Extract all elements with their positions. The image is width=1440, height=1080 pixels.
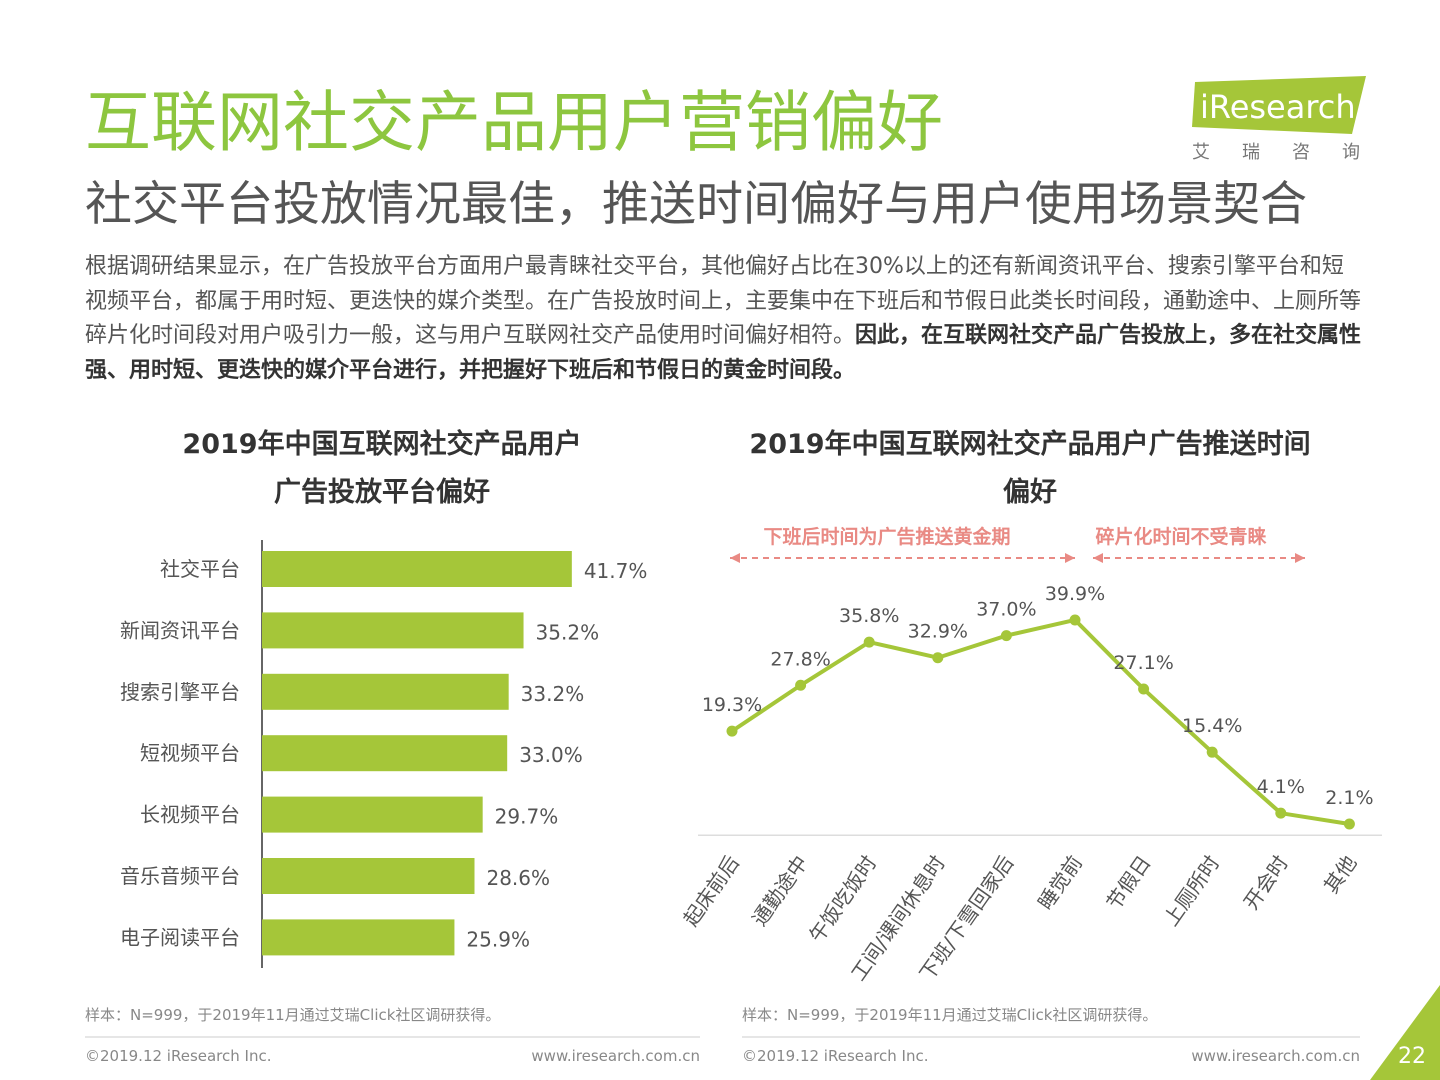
value-label: 29.7% (495, 805, 559, 829)
value-label: 35.2% (536, 620, 600, 644)
category-label: 睡觉前 (1033, 851, 1087, 914)
arrow-head (730, 553, 1075, 563)
value-label: 15.4% (1182, 715, 1242, 737)
copyright: ©2019.12 iResearch Inc. (742, 1047, 928, 1065)
category-label: 通勤途中 (747, 851, 813, 930)
category-label: 午饭吃饭时 (804, 851, 881, 947)
point (1206, 746, 1218, 758)
point (726, 725, 738, 737)
logo-sub: 艾瑞咨询 (1192, 142, 1392, 163)
bar (262, 673, 509, 710)
point (1138, 683, 1150, 695)
page-number: 22 (1398, 1044, 1426, 1069)
category-label: 新闻资讯平台 (120, 618, 240, 642)
value-label: 2.1% (1325, 787, 1373, 809)
category-label: 节假日 (1102, 851, 1156, 914)
category-label: 长视频平台 (140, 803, 240, 827)
website: www.iresearch.com.cn (1191, 1047, 1360, 1065)
website: www.iresearch.com.cn (531, 1047, 700, 1065)
value-label: 25.9% (466, 927, 530, 951)
value-label: 39.9% (1045, 583, 1105, 605)
value-label: 37.0% (976, 599, 1036, 621)
copyright: ©2019.12 iResearch Inc. (85, 1047, 271, 1065)
category-label: 社交平台 (160, 557, 240, 581)
point (795, 679, 807, 691)
line (730, 617, 1350, 826)
category-label: 短视频平台 (140, 741, 240, 765)
value-label: 41.7% (584, 559, 648, 583)
point (863, 636, 875, 648)
source-note: 样本：N=999，于2019年11月通过艾瑞Click社区调研获得。 (742, 1006, 1157, 1024)
bar (262, 735, 508, 772)
category-label: 搜索引擎平台 (120, 680, 240, 704)
category-label: 电子阅读平台 (120, 925, 240, 949)
point (1000, 630, 1012, 642)
category-label: 上厕所时 (1159, 851, 1225, 930)
value-label: 19.3% (702, 694, 762, 716)
point (1069, 614, 1081, 626)
chart-title: 2019年中国互联网社交产品用户广告推送时间 (749, 428, 1310, 460)
value-label: 32.9% (908, 621, 968, 643)
bar (262, 612, 524, 649)
bar (262, 858, 475, 894)
page-title: 互联网社交产品用户营销偏好 (85, 84, 943, 161)
logo-shape (1192, 76, 1366, 134)
annotation: 下班后时间为广告推送黄金期 (763, 525, 1010, 548)
annotation: 碎片化时间不受青睐 (1095, 525, 1266, 548)
chart-title: 偏好 (1003, 477, 1057, 508)
point (1343, 818, 1355, 830)
value-label: 28.6% (486, 866, 550, 890)
corner (1370, 985, 1440, 1080)
value-label: 27.1% (1113, 652, 1173, 674)
paragraph: 根据调研结果显示，在广告投放平台方面用户最青睐社交平台，其他偏好占比在30%以上… (85, 250, 1365, 388)
value-label: 27.8% (770, 648, 830, 670)
logo: iResearch (1200, 88, 1356, 126)
chart-title: 广告投放平台偏好 (274, 476, 490, 508)
value-label: 33.2% (521, 682, 585, 706)
value-label: 33.0% (519, 743, 583, 767)
category-label: 开会时 (1239, 851, 1293, 914)
body-text: 根据调研结果显示，在广告投放平台方面用户最青睐社交平台，其他偏好占比在30%以上… (85, 254, 1362, 348)
category-label: 其他 (1319, 851, 1362, 898)
body-emphasis: 因此，在互联网社交产品广告投放上，多在社交属性强、用时短、更迭快的媒介平台进行，… (85, 323, 1362, 383)
category-label: 音乐音频平台 (120, 864, 240, 888)
value-label: 35.8% (839, 605, 899, 627)
bar (262, 919, 455, 956)
value-label: 4.1% (1257, 776, 1305, 798)
page-subtitle: 社交平台投放情况最佳，推送时间偏好与用户使用场景契合 (85, 177, 1307, 232)
chart-title: 2019年中国互联网社交产品用户 (182, 428, 581, 460)
category-label: 起床前后 (679, 851, 745, 930)
point (1275, 807, 1287, 819)
bar (262, 796, 483, 833)
source-note: 样本：N=999，于2019年11月通过艾瑞Click社区调研获得。 (85, 1006, 500, 1024)
point (932, 652, 944, 664)
bar (262, 551, 572, 587)
